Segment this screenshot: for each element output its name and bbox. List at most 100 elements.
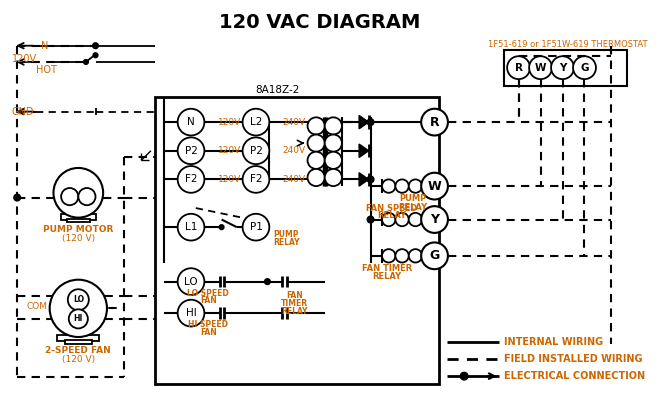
- Text: (120 V): (120 V): [62, 234, 95, 243]
- Text: RELAY: RELAY: [281, 307, 308, 316]
- Text: 1F51-619 or 1F51W-619 THERMOSTAT: 1F51-619 or 1F51W-619 THERMOSTAT: [488, 40, 647, 49]
- Bar: [155, 97, 440, 384]
- Text: Y: Y: [559, 63, 566, 72]
- Circle shape: [460, 372, 468, 380]
- Text: LO: LO: [73, 295, 84, 304]
- Circle shape: [395, 213, 409, 226]
- Text: 120V: 120V: [218, 175, 241, 184]
- Circle shape: [325, 169, 342, 186]
- Text: N: N: [41, 41, 49, 51]
- Text: F2: F2: [250, 174, 262, 184]
- Circle shape: [421, 206, 448, 233]
- Circle shape: [308, 134, 325, 152]
- Circle shape: [422, 249, 436, 263]
- Circle shape: [243, 137, 269, 164]
- Circle shape: [243, 109, 269, 135]
- Text: FAN: FAN: [200, 296, 216, 305]
- Text: PUMP: PUMP: [399, 194, 426, 203]
- Text: FIELD INSTALLED WIRING: FIELD INSTALLED WIRING: [505, 354, 643, 364]
- Text: N: N: [187, 117, 195, 127]
- Text: L1: L1: [185, 222, 197, 232]
- Circle shape: [54, 168, 103, 217]
- Text: FAN SPEED: FAN SPEED: [366, 204, 417, 212]
- Polygon shape: [359, 115, 368, 129]
- Text: RELAY: RELAY: [273, 238, 299, 247]
- Circle shape: [308, 117, 325, 134]
- Circle shape: [421, 109, 448, 135]
- Text: R: R: [429, 116, 440, 129]
- Circle shape: [507, 56, 530, 79]
- Circle shape: [325, 117, 342, 134]
- Circle shape: [409, 249, 422, 263]
- Circle shape: [178, 109, 204, 135]
- Circle shape: [14, 194, 21, 201]
- Text: HI: HI: [186, 308, 196, 318]
- Text: W: W: [427, 180, 442, 193]
- Text: GND: GND: [11, 106, 34, 116]
- Text: PUMP MOTOR: PUMP MOTOR: [43, 225, 113, 233]
- Circle shape: [78, 188, 96, 205]
- Circle shape: [92, 43, 98, 49]
- Circle shape: [243, 214, 269, 241]
- Bar: [505, 50, 626, 86]
- Text: FAN: FAN: [286, 292, 303, 300]
- Text: RELAY: RELAY: [373, 272, 401, 281]
- Circle shape: [409, 213, 422, 226]
- Text: INTERNAL WIRING: INTERNAL WIRING: [505, 337, 604, 347]
- Circle shape: [529, 56, 552, 79]
- Circle shape: [308, 169, 325, 186]
- Circle shape: [325, 152, 342, 169]
- Circle shape: [422, 179, 436, 193]
- Circle shape: [178, 166, 204, 193]
- Text: HI SPEED: HI SPEED: [188, 320, 228, 329]
- Text: COM: COM: [27, 302, 48, 311]
- Text: HOT: HOT: [36, 65, 57, 75]
- Circle shape: [68, 289, 89, 310]
- Text: Y: Y: [430, 213, 439, 226]
- Bar: [67, 219, 90, 222]
- Circle shape: [178, 300, 204, 326]
- Circle shape: [395, 249, 409, 263]
- Bar: [58, 335, 99, 341]
- Circle shape: [367, 119, 374, 125]
- Circle shape: [265, 279, 270, 285]
- Circle shape: [409, 179, 422, 193]
- Text: FAN: FAN: [200, 328, 216, 337]
- Circle shape: [421, 243, 448, 269]
- Text: 120V: 120V: [11, 54, 37, 64]
- Text: 240V: 240V: [283, 146, 306, 155]
- Circle shape: [382, 213, 395, 226]
- Text: P2: P2: [184, 146, 198, 156]
- Circle shape: [395, 179, 409, 193]
- Text: LO: LO: [184, 277, 198, 287]
- Circle shape: [573, 56, 596, 79]
- Circle shape: [69, 309, 88, 328]
- Text: P1: P1: [249, 222, 263, 232]
- Text: PUMP: PUMP: [273, 230, 299, 239]
- Circle shape: [61, 188, 78, 205]
- Circle shape: [50, 280, 107, 337]
- Bar: [61, 214, 96, 220]
- Circle shape: [84, 59, 88, 65]
- Text: FAN TIMER: FAN TIMER: [362, 264, 412, 273]
- Circle shape: [382, 179, 395, 193]
- Text: TIMER: TIMER: [281, 299, 308, 308]
- Text: W: W: [535, 63, 546, 72]
- Text: L2: L2: [250, 117, 262, 127]
- Circle shape: [382, 249, 395, 263]
- Text: P2: P2: [249, 146, 263, 156]
- Text: 2-SPEED FAN: 2-SPEED FAN: [46, 346, 111, 355]
- Polygon shape: [359, 144, 368, 158]
- Circle shape: [178, 137, 204, 164]
- Circle shape: [367, 216, 374, 223]
- Circle shape: [178, 214, 204, 241]
- Circle shape: [219, 225, 224, 230]
- Circle shape: [421, 173, 448, 199]
- Text: 8A18Z-2: 8A18Z-2: [255, 85, 299, 95]
- Text: 240V: 240V: [283, 118, 306, 127]
- Text: R: R: [515, 63, 523, 72]
- Circle shape: [422, 213, 436, 226]
- Circle shape: [551, 56, 574, 79]
- Text: RELAY: RELAY: [377, 211, 406, 220]
- Circle shape: [93, 53, 98, 58]
